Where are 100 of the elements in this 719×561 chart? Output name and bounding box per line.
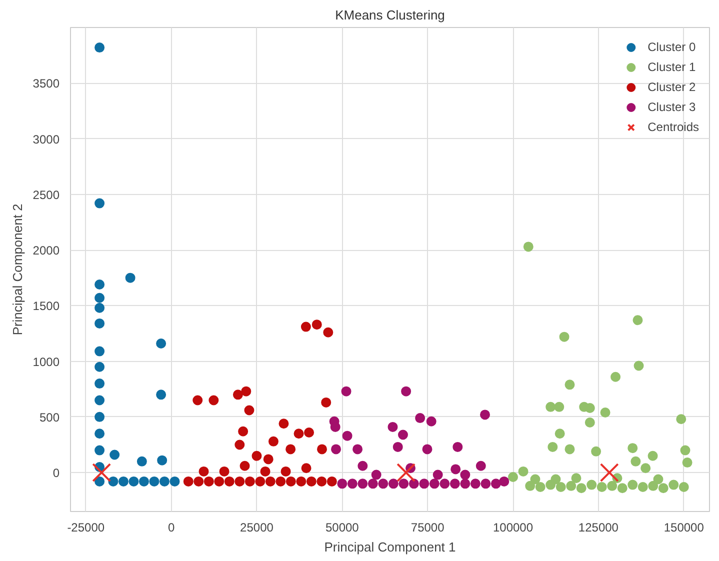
point [586,480,597,490]
point [358,460,368,471]
point [546,402,556,412]
point [94,428,105,439]
point [170,476,180,486]
point [263,454,274,464]
point [576,483,586,494]
point [232,390,243,400]
point [214,476,224,486]
point [241,386,252,396]
x-axis-title: Principal Component 1 [324,540,456,554]
point [94,198,105,208]
point [429,478,440,489]
point [584,417,595,428]
point [159,476,170,486]
y-tick-label: 3000 [32,132,60,146]
point [600,407,610,418]
point [548,442,558,452]
point [368,478,378,489]
point [94,412,105,422]
point [676,414,686,424]
point [234,476,245,486]
x-tick-label: -25000 [67,520,105,534]
point [388,478,398,489]
point [300,322,311,332]
point [94,445,105,456]
point [306,476,316,486]
point [280,466,291,476]
point [617,483,628,494]
point [94,292,105,303]
point [125,272,136,283]
point [388,422,398,432]
legend-label: Cluster 0 [648,40,696,54]
point [352,444,363,454]
point [136,456,147,466]
point [234,440,245,450]
point [419,478,430,489]
point [638,482,648,492]
point [398,430,408,440]
point [630,456,641,466]
point [156,390,166,400]
point [240,460,250,471]
point [252,450,262,461]
point [208,395,219,406]
point [559,332,570,342]
x-tick-label: 50000 [325,520,360,534]
x-tick-label: 125000 [578,520,619,534]
x-tick-label: 0 [168,520,175,534]
point [634,360,644,371]
point [628,480,638,490]
point [640,463,651,474]
point [341,386,352,396]
legend-label: Cluster 1 [648,60,696,74]
point [490,478,501,489]
point [648,480,658,491]
x-tick-label: 150000 [664,520,704,534]
point [278,418,289,429]
point [244,405,254,416]
chart-title: KMeans Clustering [335,8,445,22]
point [331,444,342,454]
point [128,476,139,486]
point [149,476,160,486]
point [92,463,112,482]
point [653,474,664,484]
point [550,474,561,484]
point [518,466,528,476]
point [198,466,209,476]
point [371,470,382,480]
point [440,478,450,489]
point [316,476,327,486]
point [330,422,340,432]
point [591,446,602,456]
point [426,416,436,426]
point [460,478,470,489]
y-tick-label: 500 [39,410,60,424]
point [525,480,536,491]
point [535,482,546,492]
y-tick-label: 2500 [32,188,60,202]
point [204,476,214,486]
point [628,443,638,454]
point [682,458,692,468]
y-axis-title: Principal Component 2 [10,204,25,336]
point [401,386,412,396]
point [94,302,105,313]
point [219,466,230,476]
point [678,482,689,492]
point [108,476,118,486]
point [301,463,312,474]
point [607,480,618,491]
legend-label: Cluster 3 [648,100,696,114]
point [680,445,690,456]
point [94,346,105,356]
point [523,242,534,252]
x-tick-label: 75000 [410,520,445,534]
point [183,476,194,486]
point [268,436,278,446]
y-tick-label: 1000 [32,354,60,369]
point [255,476,266,486]
point [554,428,565,439]
point [317,444,327,454]
